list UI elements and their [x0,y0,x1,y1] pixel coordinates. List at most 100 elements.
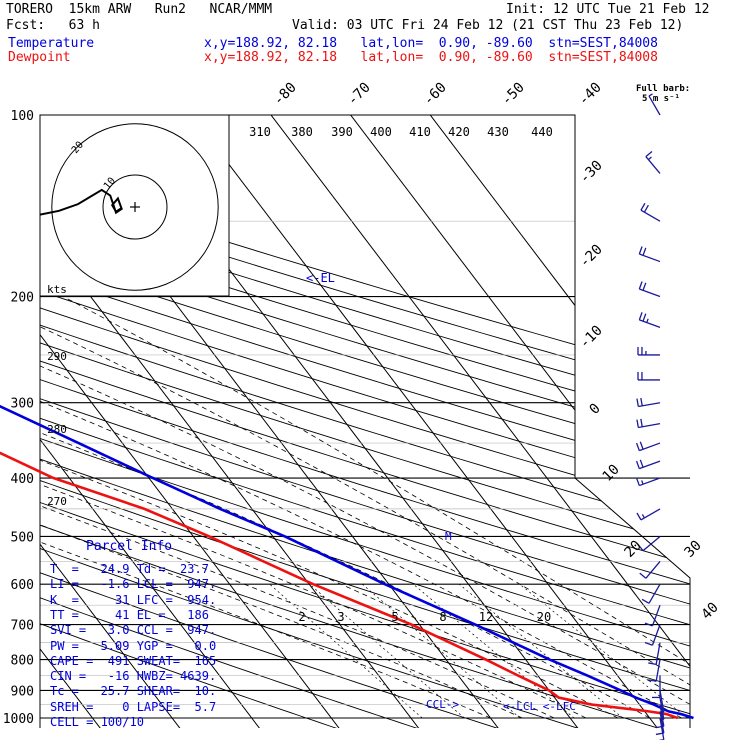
isotherm-line [40,115,342,728]
wind-barb-staff [659,704,665,727]
theta-e-label: 420 [448,125,470,139]
wind-barb-feather [640,202,646,211]
wind-barb [648,642,661,665]
parcel-info-row: SREH = 0 LAPSE= 5.7 [50,699,217,714]
wind-barb-feather [636,398,639,407]
profile-lines [0,404,694,720]
wind-barb-staff [640,508,661,521]
dry-adiabat [40,115,667,728]
wind-barb-feather [638,246,643,255]
dry-adiabat [40,115,345,728]
barb-legend-units: 5 m s⁻¹ [642,94,680,104]
wind-barb-half-feather [648,93,653,97]
isotherm-label: 40 [699,600,722,623]
pressure-label: 200 [11,291,34,306]
barb-legend-title: Full barb: [636,84,691,94]
mixing-ratio-label: 5 [391,610,398,624]
wind-barb [638,246,661,263]
init-time: Init: 12 UTC Tue 21 Feb 12 [506,2,710,17]
parcel-info-row: T = 24.9 Td = 23.7 [50,562,209,576]
wind-barb-feather [644,641,653,646]
isotherm-label: 0 [587,401,604,418]
wind-barb [637,371,660,381]
wind-barb-feather [638,281,643,290]
wind-barb-staff [651,604,661,627]
wind-barb-half-feather [647,156,652,161]
pressure-label: 300 [11,397,34,412]
dry-adiabat [40,115,690,728]
theta-e-label: 310 [249,125,271,139]
theta-e-label: 390 [331,125,353,139]
isotherm-line [170,115,660,728]
isotherm-label: -80 [271,80,300,109]
pressure-label: 900 [11,684,34,699]
wind-barb-staff [655,642,661,665]
isotherm-label: -30 [577,158,606,187]
wind-barb [645,150,661,174]
wind-barb [635,459,661,470]
parcel-info-row: CAPE = 491 SWEAT= 165 [50,653,217,668]
wind-barb-staff [651,624,661,646]
wind-barb-staff [639,253,661,263]
dry-adiabat [40,115,690,728]
mixing-ratio-label: 12 [479,610,493,624]
parcel-info-row: TT = 41 EL = 186 [50,607,209,622]
wind-barb-staff [639,319,661,328]
hodograph-clip [40,123,219,291]
wind-barb-feather [641,598,650,604]
theta-e-label: 430 [487,125,509,139]
wind-barb-half-feather [641,514,645,519]
dewpoint-location-info: x,y=188.92, 82.18 lat,lon= 0.90, -89.60 … [204,50,658,65]
wind-barb-feather [635,477,640,486]
isotherm-label: 30 [682,538,705,561]
theta-e-label: 410 [409,125,431,139]
grid-layer [39,114,691,728]
wind-barb-staff [642,535,661,552]
dry-adiabat [40,115,690,728]
wind-barb-staff [640,209,661,222]
wind-barb-staff [648,583,661,604]
wind-barb-staff [639,460,661,470]
dry-adiabat [40,115,425,728]
wind-barb [636,508,661,521]
wind-barb-staff [645,561,661,579]
valid-time: Valid: 03 UTC Fri 24 Feb 12 (21 CST Thu … [292,18,684,33]
dry-adiabat-label: 280 [47,423,67,436]
wind-barb-feather [640,418,643,427]
wind-barb-feather [643,204,649,213]
wind-barb-feather [638,312,643,321]
temperature-location-info: x,y=188.92, 82.18 lat,lon= 0.90, -89.60 … [204,36,658,51]
wind-barb-staff [659,717,665,740]
wind-barb-staff [659,711,665,734]
isotherm-label: -10 [577,323,606,352]
pressure-label: 1000 [3,712,34,727]
dry-adiabat-label: 290 [47,350,67,363]
isotherm-line [249,115,690,728]
ccl-marker: CCL-> [426,698,459,711]
dry-adiabat [40,115,587,728]
wind-barb-feather [648,662,657,665]
wind-barb-staff [645,156,661,174]
el-marker: <-EL [306,271,335,285]
wind-barb-staff [648,95,661,116]
wind-barb-feather [642,313,647,322]
wind-barb-feather [639,572,647,579]
wind-barb [638,281,661,298]
lcl-lfc-marker: <-LCL <-LFC [503,700,576,713]
pressure-label: 800 [11,654,34,669]
dry-adiabat [40,115,690,728]
wind-barb [635,477,661,487]
parcel-info-row: LI = -1.6 LCL = 947. [50,577,217,592]
dry-adiabat [40,115,506,728]
wind-barb-feather [648,679,657,682]
wind-barb-staff [639,288,661,298]
pressure-label: 700 [11,619,34,634]
wind-barb-staff [659,697,665,720]
parcel-info-row: PW = 5.09 YGP = 0.0 [50,638,217,653]
dewpoint-legend-label: Dewpoint [8,50,71,65]
wind-barb [639,561,661,579]
wind-barb-staff [639,477,661,487]
wind-barb-feather [635,460,640,469]
